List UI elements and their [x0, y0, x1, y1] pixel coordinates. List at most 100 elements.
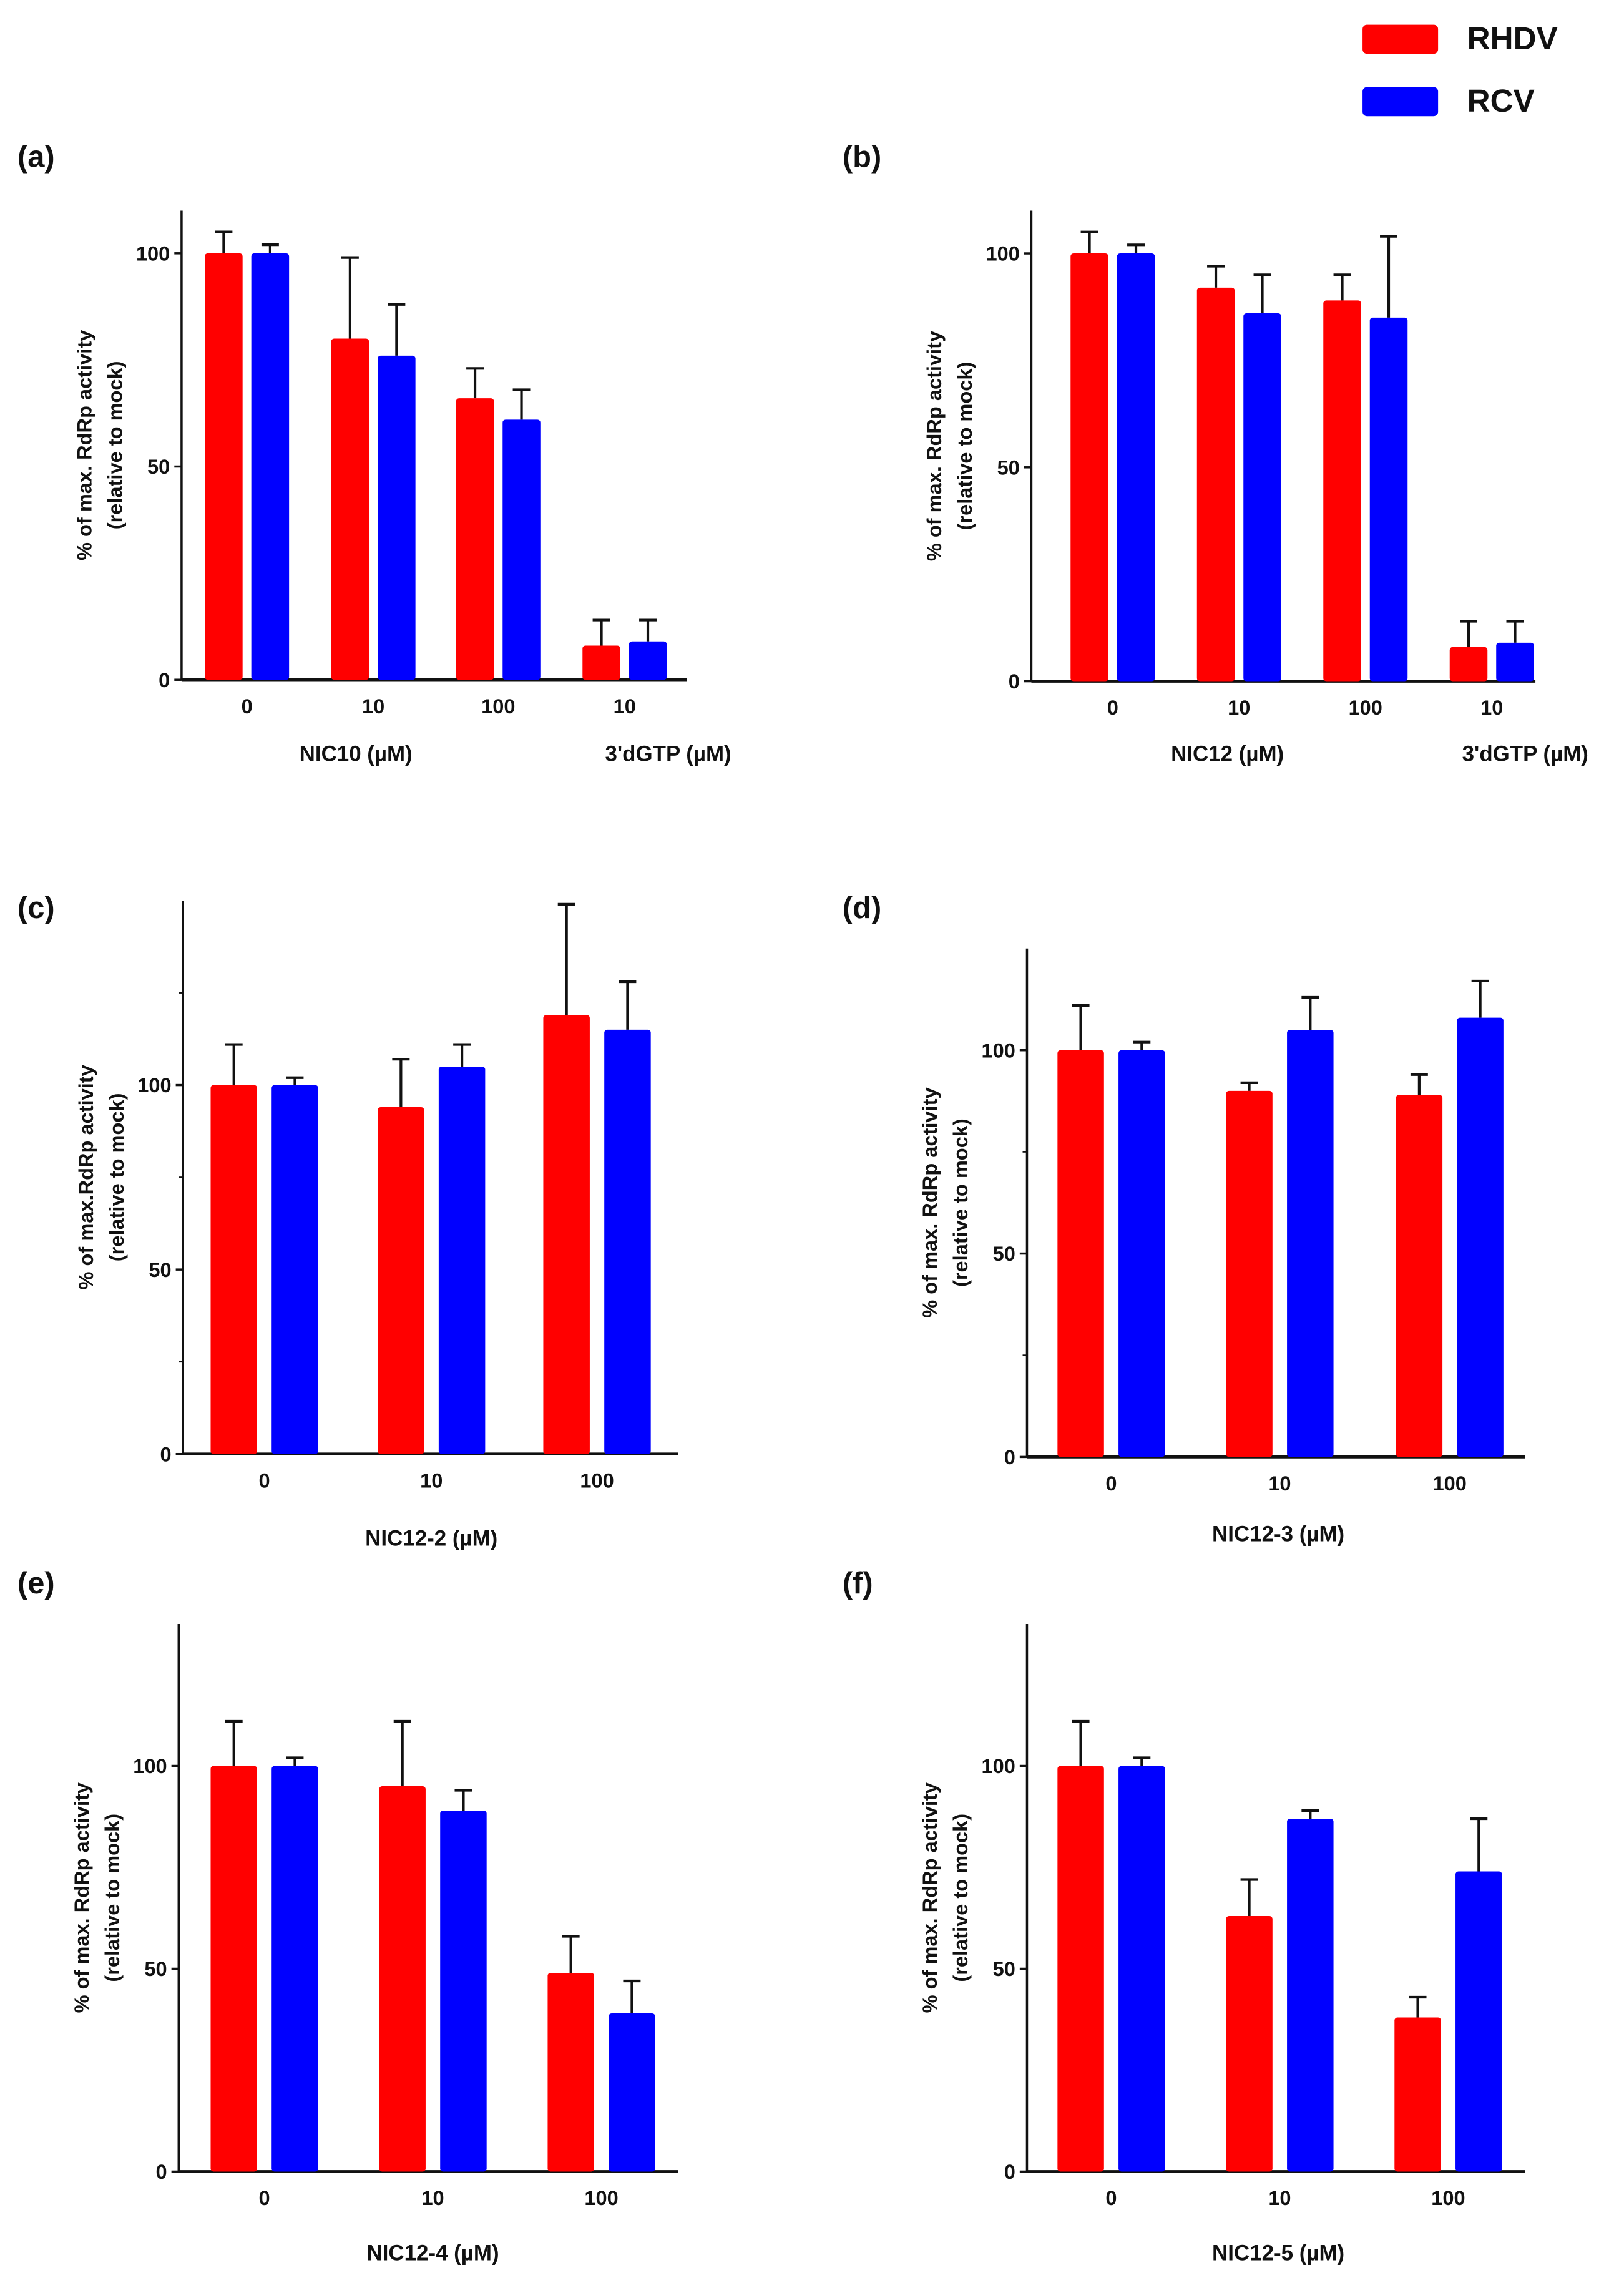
x-tick-label: 0	[1105, 2187, 1117, 2209]
x-tick-label: 100	[1349, 697, 1382, 719]
x-axis-label: NIC12-2 (µM)	[365, 1526, 497, 1550]
x-axis-label: 3'dGTP (µM)	[1462, 742, 1588, 766]
bar-rhdv	[205, 253, 243, 680]
x-axis-label: 3'dGTP (µM)	[605, 742, 731, 766]
y-axis-label: % of max. RdRp activity	[74, 330, 96, 560]
panel-label: (a)	[17, 140, 55, 174]
bar-rcv	[1287, 1030, 1334, 1457]
bar-rhdv	[210, 1766, 257, 2172]
y-tick-label: 50	[144, 1958, 167, 1980]
panel-label: (d)	[843, 891, 881, 925]
y-axis-label: (relative to mock)	[954, 362, 976, 530]
bar-rcv	[271, 1766, 318, 2172]
bar-rhdv	[456, 398, 494, 680]
x-tick-label: 10	[1480, 697, 1503, 719]
y-tick-label: 50	[997, 456, 1020, 479]
y-axis-label: % of max. RdRp activity	[923, 331, 946, 561]
x-tick-label: 10	[1268, 1472, 1291, 1495]
bar-rcv	[1287, 1819, 1334, 2172]
bar-rcv	[271, 1085, 318, 1454]
y-tick-label: 50	[993, 1243, 1015, 1265]
x-tick-label: 10	[1268, 2187, 1291, 2209]
y-tick-label: 0	[1009, 670, 1020, 693]
x-tick-label: 100	[1431, 2187, 1465, 2209]
y-tick-label: 0	[156, 2161, 167, 2183]
bar-rcv	[1118, 1050, 1165, 1457]
x-tick-label: 10	[362, 695, 384, 718]
y-tick-label: 50	[993, 1958, 1015, 1980]
legend-label-rcv: RCV	[1467, 83, 1535, 119]
y-tick-label: 0	[159, 669, 170, 692]
y-tick-label: 0	[1004, 1446, 1015, 1469]
bar-rhdv	[1226, 1090, 1273, 1457]
bar-rcv	[609, 2013, 655, 2172]
bar-rhdv	[1323, 300, 1361, 682]
bar-rhdv	[379, 1786, 426, 2172]
bar-rhdv	[1226, 1915, 1273, 2172]
bar-rcv	[1369, 317, 1408, 682]
bar-rhdv	[547, 1972, 594, 2172]
panel-label: (b)	[843, 140, 881, 174]
x-tick-label: 0	[242, 695, 253, 718]
bar-rcv	[1457, 1017, 1504, 1457]
bar-rhdv	[1057, 1050, 1104, 1457]
bar-rcv	[1118, 1766, 1165, 2172]
bar-rcv	[1496, 642, 1534, 682]
bar-rhdv	[1070, 253, 1108, 682]
bar-rhdv	[210, 1085, 257, 1454]
y-axis-label: (relative to mock)	[101, 1814, 124, 1982]
x-tick-label: 0	[1105, 1472, 1117, 1495]
legend-label-rhdv: RHDV	[1467, 21, 1558, 56]
y-tick-label: 0	[160, 1443, 172, 1465]
bar-rhdv	[582, 645, 620, 680]
x-tick-label: 0	[259, 2187, 270, 2209]
bar-rcv	[438, 1067, 486, 1454]
bar-rhdv	[1396, 1095, 1443, 1457]
y-tick-label: 100	[136, 242, 170, 265]
y-axis-label: (relative to mock)	[949, 1814, 972, 1982]
y-tick-label: 100	[986, 243, 1019, 265]
x-axis-label: NIC12-5 (µM)	[1212, 2241, 1344, 2265]
bar-rcv	[1455, 1871, 1502, 2172]
y-axis-label: % of max. RdRp activity	[919, 1087, 941, 1317]
panel-label: (e)	[17, 1567, 55, 1600]
x-tick-label: 100	[580, 1469, 614, 1492]
legend-swatch-rcv	[1362, 87, 1439, 117]
x-tick-label: 10	[614, 695, 636, 718]
y-axis-label: % of max.RdRp activity	[75, 1065, 97, 1289]
x-axis-label: NIC10 (µM)	[300, 742, 413, 766]
x-tick-label: 10	[420, 1469, 443, 1492]
bar-rhdv	[1057, 1766, 1104, 2172]
y-tick-label: 50	[149, 1259, 171, 1281]
bar-rhdv	[331, 338, 369, 680]
x-axis-label: NIC12-4 (µM)	[367, 2241, 499, 2265]
bar-rcv	[378, 355, 416, 680]
y-axis-label: (relative to mock)	[949, 1118, 972, 1287]
x-tick-label: 0	[1107, 697, 1118, 719]
y-axis-label: % of max. RdRp activity	[919, 1782, 941, 2013]
bar-rhdv	[543, 1015, 590, 1454]
y-axis-label: (relative to mock)	[104, 361, 127, 529]
y-tick-label: 0	[1004, 2161, 1015, 2183]
x-tick-label: 10	[1228, 697, 1250, 719]
x-tick-label: 100	[1433, 1472, 1467, 1495]
x-tick-label: 0	[259, 1469, 270, 1492]
bar-rcv	[502, 419, 541, 680]
x-axis-label: NIC12 (µM)	[1171, 742, 1284, 766]
x-tick-label: 100	[584, 2187, 618, 2209]
y-tick-label: 100	[137, 1074, 171, 1097]
bar-rhdv	[1196, 287, 1235, 682]
bar-rcv	[440, 1811, 487, 2172]
x-tick-label: 100	[481, 695, 515, 718]
x-axis-label: NIC12-3 (µM)	[1212, 1522, 1344, 1546]
bar-rhdv	[1394, 2017, 1441, 2172]
bar-rhdv	[378, 1107, 424, 1454]
bar-rhdv	[1449, 647, 1488, 682]
bar-rcv	[251, 253, 290, 680]
